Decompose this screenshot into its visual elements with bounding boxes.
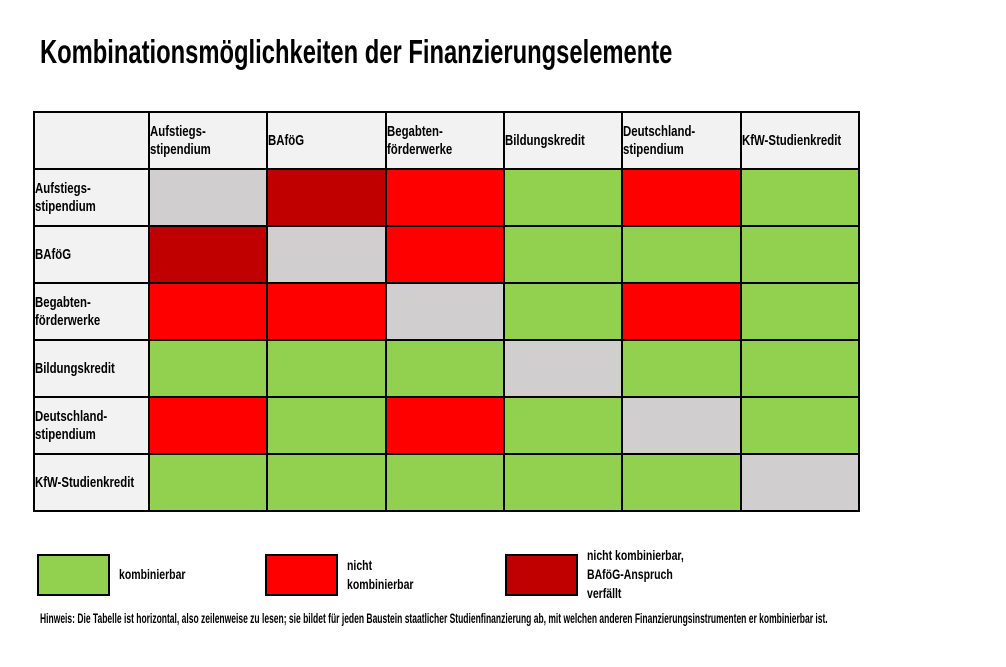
matrix-col-header: Deutschland- stipendium [621,111,742,170]
matrix-cell [621,282,742,341]
legend-label-nicht-kombinierbar: nicht kombinierbar [347,556,414,592]
matrix-row: KfW-Studienkredit [33,453,861,512]
matrix-cell [502,453,624,512]
matrix-cell [621,168,742,227]
matrix-cell [384,396,505,455]
page-title: Kombinationsmöglichkeiten der Finanzieru… [40,33,918,71]
matrix-cell [384,168,505,227]
matrix-row: Deutschland- stipendium [33,396,861,455]
matrix-cell [739,282,861,341]
matrix-cell [739,453,861,512]
matrix-cell [621,225,742,284]
matrix-cell [739,225,861,284]
matrix-cell [384,225,505,284]
matrix-cell [266,396,387,455]
legend-label-bafoeg-verfaellt: nicht kombinierbar, BAföG-Anspruch verfä… [587,547,684,601]
legend-swatch-darkred [505,553,578,596]
matrix-cell [384,453,505,512]
matrix-cell [502,168,624,227]
matrix-row: BAföG [33,225,861,284]
matrix-cell [502,339,624,398]
matrix-cell [266,339,387,398]
matrix-col-header: KfW-Studienkredit [739,111,861,170]
matrix-cell [266,225,387,284]
matrix-row: Aufstiegs- stipendium [33,168,861,227]
legend-swatch-green [37,553,110,596]
footnote: Hinweis: Die Tabelle ist horizontal, als… [40,609,1006,629]
legend-item-bafoeg-verfaellt: nicht kombinierbar, BAföG-Anspruch verfä… [505,546,716,603]
matrix-cell [147,225,269,284]
matrix-row-header: Bildungskredit [33,339,150,398]
matrix-col-header: Aufstiegs- stipendium [147,111,269,170]
legend-label-kombinierbar: kombinierbar [119,566,186,582]
matrix-row-header: BAföG [33,225,150,284]
matrix-col-header: Bildungskredit [502,111,624,170]
matrix-cell [502,282,624,341]
matrix-row-header: Deutschland- stipendium [33,396,150,455]
matrix-cell [147,282,269,341]
page-title-text: Kombinationsmöglichkeiten der Finanzieru… [40,33,673,70]
matrix-row-header: KfW-Studienkredit [33,453,150,512]
matrix-cell [621,339,742,398]
matrix-cell [739,396,861,455]
matrix-cell [147,396,269,455]
matrix-cell [384,282,505,341]
matrix-row: Bildungskredit [33,339,861,398]
matrix-row: Begabten- förderwerke [33,282,861,341]
matrix-cell [739,339,861,398]
matrix-cell [147,168,269,227]
matrix-cell [266,168,387,227]
footnote-text: Hinweis: Die Tabelle ist horizontal, als… [40,611,828,626]
matrix-col-header: BAföG [266,111,387,170]
legend-item-kombinierbar: kombinierbar [37,546,208,603]
matrix-cell [502,396,624,455]
legend-swatch-red [265,553,338,596]
matrix-table-wrap: Aufstiegs- stipendium BAföG Begabten- förd… [33,111,861,512]
matrix-cell [621,396,742,455]
matrix-cell [384,339,505,398]
matrix-cell [621,453,742,512]
matrix-cell [739,168,861,227]
matrix-cell [147,339,269,398]
matrix-cell [147,453,269,512]
matrix-col-header: Begabten- förderwerke [384,111,505,170]
matrix-cell [502,225,624,284]
matrix-row-header: Begabten- förderwerke [33,282,150,341]
matrix-table: Aufstiegs- stipendium BAföG Begabten- förd… [33,111,861,512]
matrix-cell [266,282,387,341]
matrix-header-row: Aufstiegs- stipendium BAföG Begabten- förd… [33,111,861,170]
matrix-cell [266,453,387,512]
legend-item-nicht-kombinierbar: nicht kombinierbar [265,546,436,603]
matrix-corner-cell [33,111,150,170]
matrix-row-header: Aufstiegs- stipendium [33,168,150,227]
